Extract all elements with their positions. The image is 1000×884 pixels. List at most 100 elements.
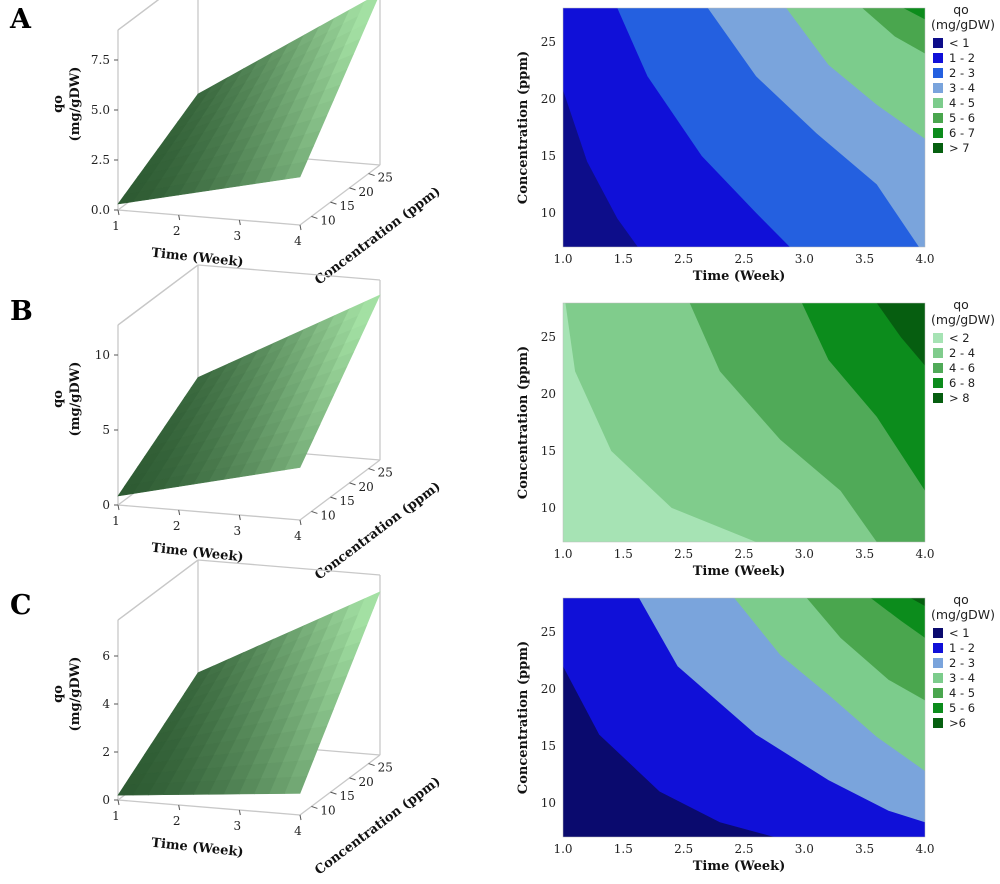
x-tick-mark — [178, 804, 181, 811]
y-axis-label: Concentration (ppm) — [312, 479, 443, 583]
legend-title-line1: qo — [953, 592, 969, 607]
legend-label: < 1 — [949, 36, 970, 50]
z-axis-label-line1: qo — [51, 95, 66, 113]
axis-y-line — [299, 754, 381, 816]
contour-plot-b: 1.0 1.5 2.5 2.5 3.0 3.5 4.0 10 15 20 25 Time (Week)… — [516, 297, 995, 579]
z-tick-label: 7.5 — [91, 53, 110, 67]
x-tick-mark — [299, 519, 302, 526]
contour-regions — [563, 598, 925, 837]
y-tick-label: 20 — [359, 480, 374, 494]
x-tick-mark — [117, 799, 120, 806]
y-tick-label: 15 — [541, 149, 556, 163]
x-tick-label: 3.0 — [795, 547, 814, 561]
x-tick-label: 4 — [294, 824, 302, 838]
legend-label: 1 - 2 — [949, 641, 975, 655]
z-axis-label-line2: (mg/gDW) — [68, 67, 83, 142]
y-tick-mark — [311, 805, 318, 809]
plot-frame — [562, 7, 926, 248]
y-axis-label: Concentration (ppm) — [516, 346, 531, 499]
y-tick-label: 15 — [339, 199, 354, 213]
x-tick-label: 2 — [173, 814, 181, 828]
legend-title-line2: (mg/gDW) — [931, 17, 995, 32]
x-tick-label: 3.5 — [855, 842, 874, 856]
x-tick-mark — [238, 809, 241, 816]
z-tick-label: 0 — [102, 498, 110, 512]
legend-swatch — [933, 38, 943, 48]
y-tick-label: 10 — [541, 501, 556, 515]
z-tick-label: 10 — [95, 348, 110, 362]
x-tick-label: 1.0 — [553, 252, 572, 266]
y-tick-mark — [349, 187, 356, 191]
legend-label: 4 - 5 — [949, 686, 975, 700]
y-tick-label: 10 — [541, 206, 556, 220]
legend-label: 2 - 3 — [949, 66, 975, 80]
legend-label: 3 - 4 — [949, 81, 975, 95]
contour-band — [870, 598, 925, 638]
x-tick-mark — [117, 209, 120, 216]
y-tick-label: 20 — [359, 775, 374, 789]
legend-label: 4 - 5 — [949, 96, 975, 110]
legend-label: 6 - 8 — [949, 376, 975, 390]
legend-swatch — [933, 348, 943, 358]
y-tick-mark — [311, 215, 318, 219]
x-tick-label: 2.5 — [734, 547, 753, 561]
y-tick-label: 25 — [378, 466, 393, 480]
y-tick-label: 10 — [541, 796, 556, 810]
legend-swatch — [933, 113, 943, 123]
legend-label: > 8 — [949, 391, 970, 405]
x-tick-label: 1 — [112, 514, 120, 528]
y-tick-label: 10 — [320, 508, 335, 522]
legend-swatch — [933, 658, 943, 668]
x-tick-label: 3.0 — [795, 842, 814, 856]
y-tick-label: 15 — [339, 789, 354, 803]
x-tick-label: 1 — [112, 809, 120, 823]
x-tick-label: 3.5 — [855, 547, 874, 561]
legend-swatch — [933, 673, 943, 683]
plot-frame — [562, 302, 926, 543]
x-tick-label: 4.0 — [915, 547, 934, 561]
y-tick-mark — [330, 201, 337, 205]
x-tick-label: 1.0 — [553, 842, 572, 856]
legend-swatch — [933, 143, 943, 153]
z-tick-label: 5 — [102, 423, 110, 437]
legend-label: >6 — [949, 716, 966, 730]
surface-patch — [284, 776, 308, 794]
y-tick-mark — [368, 468, 375, 472]
x-tick-mark — [117, 504, 120, 511]
panel-label-c: C — [10, 590, 32, 621]
legend-swatch — [933, 333, 943, 343]
x-axis-label: Time (Week) — [693, 859, 786, 874]
y-tick-label: 20 — [541, 387, 556, 401]
z-tick-label: 0.0 — [91, 203, 110, 217]
x-axis-label: Time (Week) — [693, 269, 786, 284]
y-axis-label: Concentration (ppm) — [312, 774, 443, 878]
x-axis-label: Time (Week) — [693, 564, 786, 579]
contour-band — [806, 598, 925, 701]
y-tick-label: 20 — [541, 682, 556, 696]
legend-swatch — [933, 378, 943, 388]
y-tick-label: 25 — [541, 625, 556, 639]
surface-plot-c: 0 2 4 6 1 2 3 4 10 15 20 25 Time (Week) Concentration… — [51, 559, 444, 878]
legend-label: 2 - 4 — [949, 346, 975, 360]
z-axis-label-line1: qo — [51, 390, 66, 408]
legend-swatch — [933, 83, 943, 93]
y-tick-label: 10 — [320, 213, 335, 227]
x-tick-label: 1.5 — [614, 252, 633, 266]
x-tick-label: 2 — [173, 224, 181, 238]
y-tick-mark — [330, 791, 337, 795]
axis-x-line — [117, 209, 301, 226]
z-tick-label: 2.5 — [91, 153, 110, 167]
legend-title-line2: (mg/gDW) — [931, 312, 995, 327]
x-tick-mark — [238, 219, 241, 226]
x-tick-mark — [178, 214, 181, 221]
x-axis-label: Time (Week) — [151, 836, 245, 861]
legend-label: 3 - 4 — [949, 671, 975, 685]
contour-plot-a: 1.0 1.5 2.5 2.5 3.0 3.5 4.0 10 15 20 25 Time (Week)… — [516, 2, 995, 284]
legend-swatch — [933, 53, 943, 63]
x-tick-label: 2.5 — [674, 842, 693, 856]
x-tick-label: 3 — [234, 229, 242, 243]
z-tick-label: 6 — [102, 649, 110, 663]
y-tick-label: 25 — [378, 171, 393, 185]
z-axis-label-line1: qo — [51, 685, 66, 703]
